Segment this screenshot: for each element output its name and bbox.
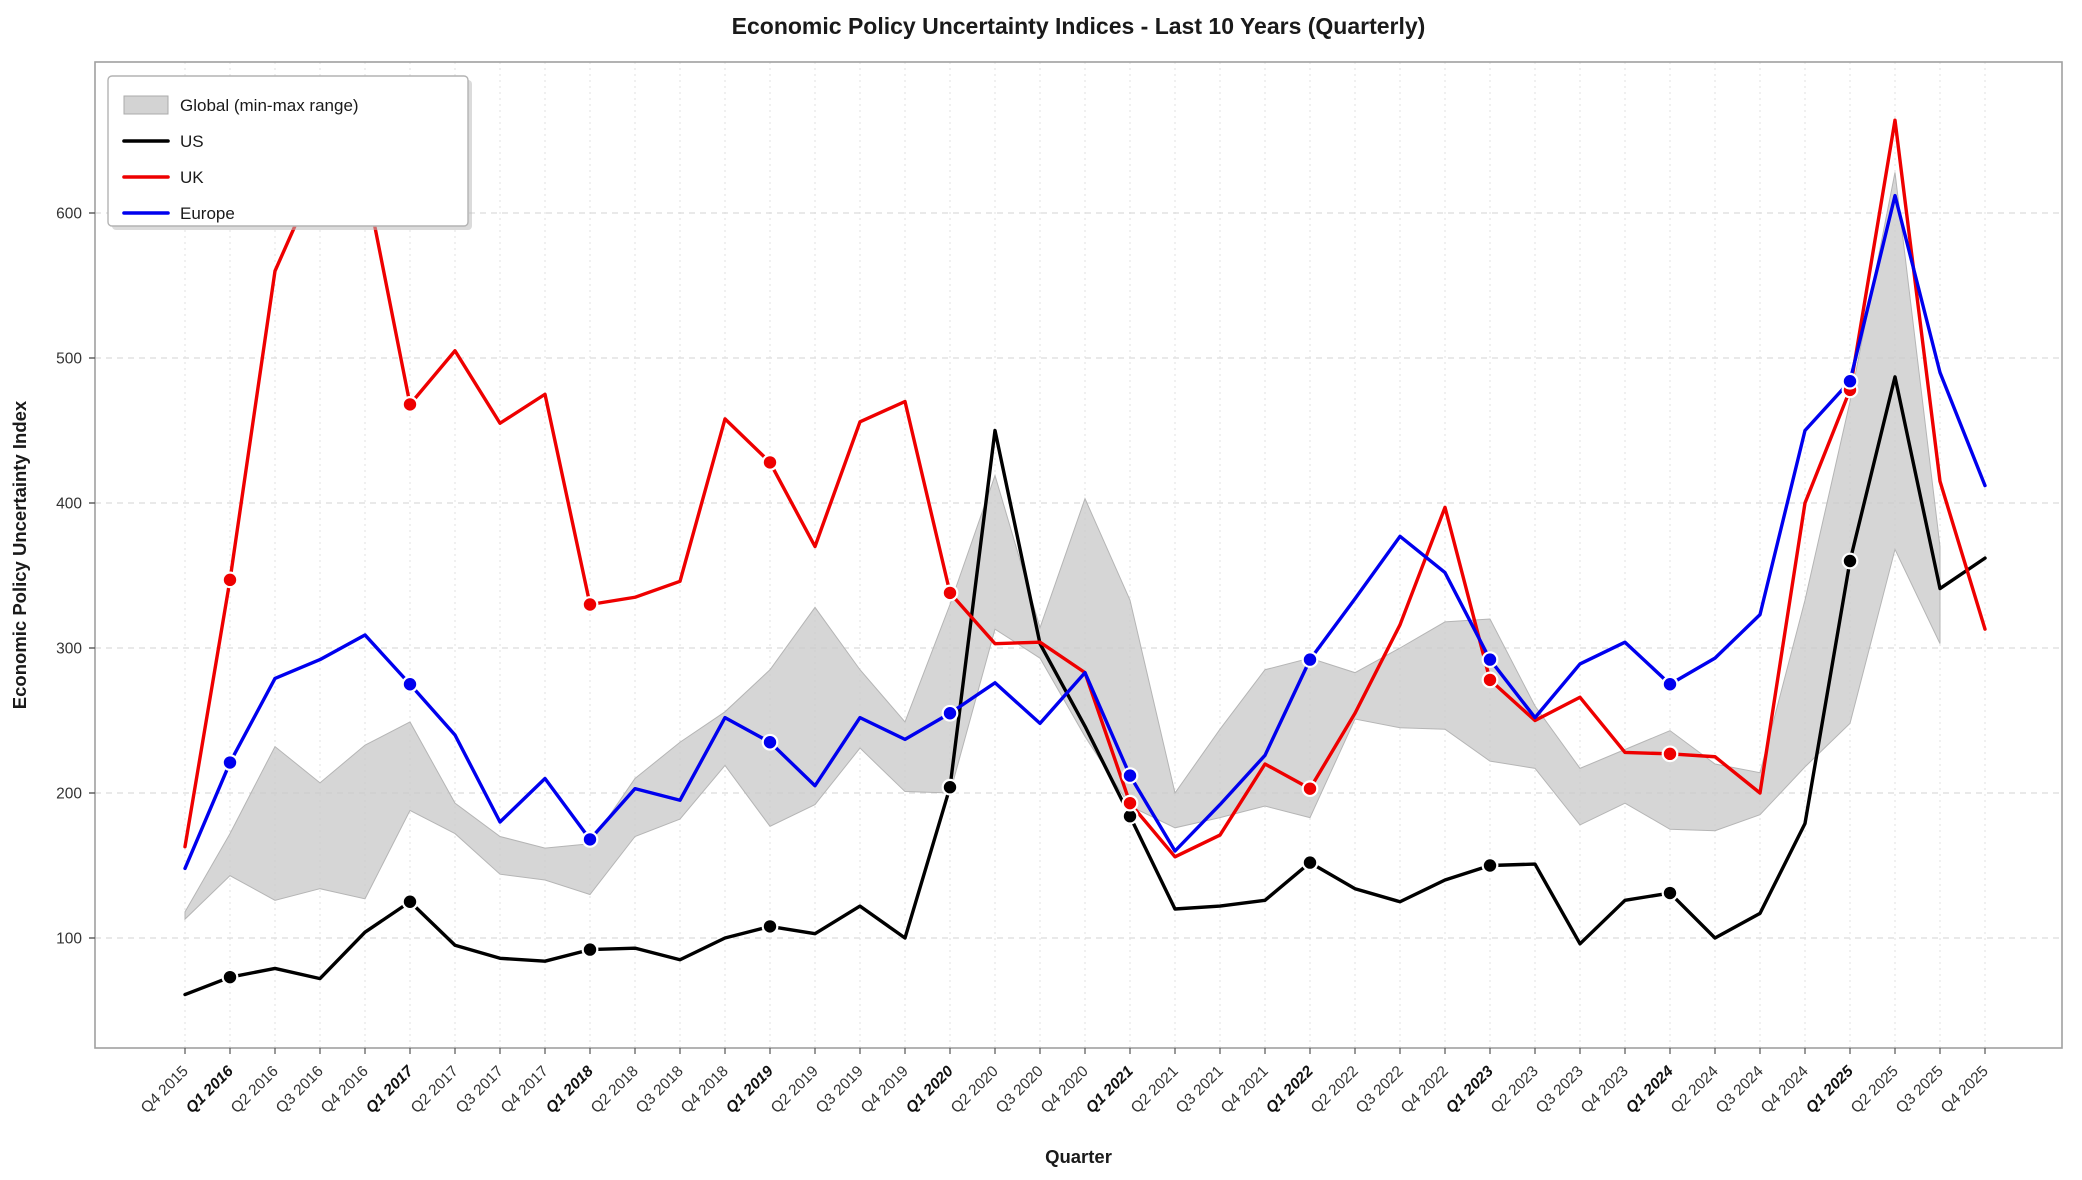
uk-q1-marker [941, 584, 959, 602]
y-tick-label: 300 [56, 641, 82, 658]
y-axis-label: Economic Policy Uncertainty Index [9, 400, 30, 709]
europe-q1-marker [761, 733, 779, 751]
legend-item-label: UK [180, 168, 204, 187]
us-q1-marker [941, 778, 959, 796]
uk-q1-marker [581, 596, 599, 613]
uk-q1-marker [401, 396, 419, 413]
uk-q1-marker [1121, 794, 1139, 812]
us-q1-marker [1481, 857, 1499, 874]
uk-q1-marker [1481, 671, 1499, 689]
us-q1-marker [401, 893, 419, 911]
y-tick-label: 500 [56, 351, 82, 368]
global-minmax-band [184, 172, 1941, 921]
plot-border [94, 61, 2063, 1049]
x-axis-label: Quarter [1045, 1146, 1112, 1167]
y-tick-label: 100 [56, 931, 82, 948]
europe-line [183, 193, 1987, 871]
europe-q1-marker [581, 831, 599, 848]
europe-q1-marker [401, 675, 419, 693]
europe-q1-marker [221, 754, 239, 771]
europe-q1-marker [1841, 372, 1859, 390]
y-tick-label: 600 [56, 206, 82, 223]
y-tick-label: 400 [56, 496, 82, 513]
us-line [183, 375, 1987, 997]
uk-q1-marker [221, 571, 239, 589]
us-q1-marker [1661, 884, 1679, 902]
uk-q1-marker [1301, 780, 1319, 798]
legend-band-swatch [123, 95, 169, 115]
chart-title: Economic Policy Uncertainty Indices - La… [732, 13, 1426, 39]
us-q1-marker [1841, 552, 1859, 570]
europe-q1-marker [941, 704, 959, 722]
europe-q1-marker [1301, 651, 1319, 668]
y-tick-label: 200 [56, 786, 82, 803]
us-q1-marker [581, 941, 599, 958]
legend-item-label: Europe [180, 204, 235, 223]
europe-q1-marker [1121, 767, 1139, 784]
uk-q1-marker [1661, 745, 1679, 763]
legend-item-label: US [180, 132, 204, 151]
europe-q1-marker [1481, 651, 1499, 668]
legend-box [107, 75, 469, 227]
europe-q1-marker [1661, 675, 1679, 693]
us-q1-marker [761, 918, 779, 935]
us-q1-marker [221, 968, 239, 986]
legend-item-label: Global (min-max range) [180, 96, 359, 115]
uk-q1-marker [761, 454, 779, 471]
us-q1-marker [1301, 854, 1319, 871]
